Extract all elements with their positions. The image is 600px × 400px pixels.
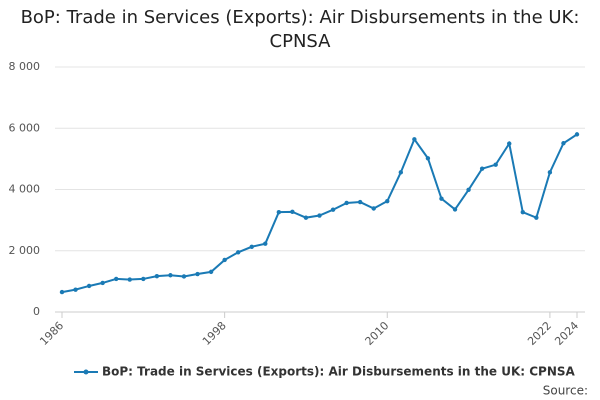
data-point (493, 162, 498, 167)
data-point (479, 166, 485, 171)
x-tick-label: 2022 (525, 319, 554, 348)
y-tick-label: 0 (33, 305, 40, 318)
data-point (127, 277, 132, 282)
data-point (452, 207, 458, 212)
data-point (520, 209, 525, 215)
data-point (222, 257, 227, 263)
data-point (73, 287, 78, 292)
chart-title: BoP: Trade in Services (Exports): Air Di… (20, 7, 580, 52)
data-point (141, 276, 146, 282)
data-point (507, 141, 512, 146)
x-tick-label: 2024 (552, 319, 581, 348)
data-point (534, 215, 539, 220)
legend-marker (83, 369, 89, 375)
data-point (86, 283, 92, 289)
data-point (439, 196, 444, 201)
data-point (574, 132, 580, 137)
data-point (303, 215, 309, 220)
data-point (466, 187, 471, 193)
data-point (114, 276, 119, 282)
data-point (168, 273, 173, 278)
y-tick-label: 8 000 (9, 60, 41, 73)
data-point (290, 209, 295, 215)
data-point (330, 207, 336, 212)
data-point (561, 141, 566, 146)
data-point (385, 198, 390, 204)
y-tick-label: 2 000 (9, 244, 41, 257)
data-point (398, 170, 404, 175)
x-tick-label: 1986 (37, 319, 66, 348)
data-line (61, 133, 578, 294)
data-point (249, 244, 254, 249)
y-tick-label: 4 000 (9, 183, 41, 196)
source-label: Source: (543, 384, 588, 398)
data-point (317, 213, 322, 218)
x-tick-label: 2010 (363, 319, 392, 348)
data-point (181, 274, 187, 279)
data-point (59, 289, 65, 295)
data-point (235, 250, 241, 255)
data-point (208, 269, 214, 275)
data-point (276, 209, 282, 215)
data-point (263, 241, 268, 246)
data-point (100, 280, 105, 286)
data-point (425, 156, 431, 161)
y-tick-label: 6 000 (9, 121, 41, 134)
data-point (195, 271, 200, 277)
data-point (412, 137, 417, 142)
data-point (344, 200, 349, 206)
data-point (357, 199, 363, 205)
x-tick-label: 1998 (200, 319, 229, 348)
data-point (154, 273, 160, 279)
data-point (371, 206, 376, 211)
data-point (547, 170, 553, 175)
legend-label[interactable]: BoP: Trade in Services (Exports): Air Di… (102, 365, 576, 379)
